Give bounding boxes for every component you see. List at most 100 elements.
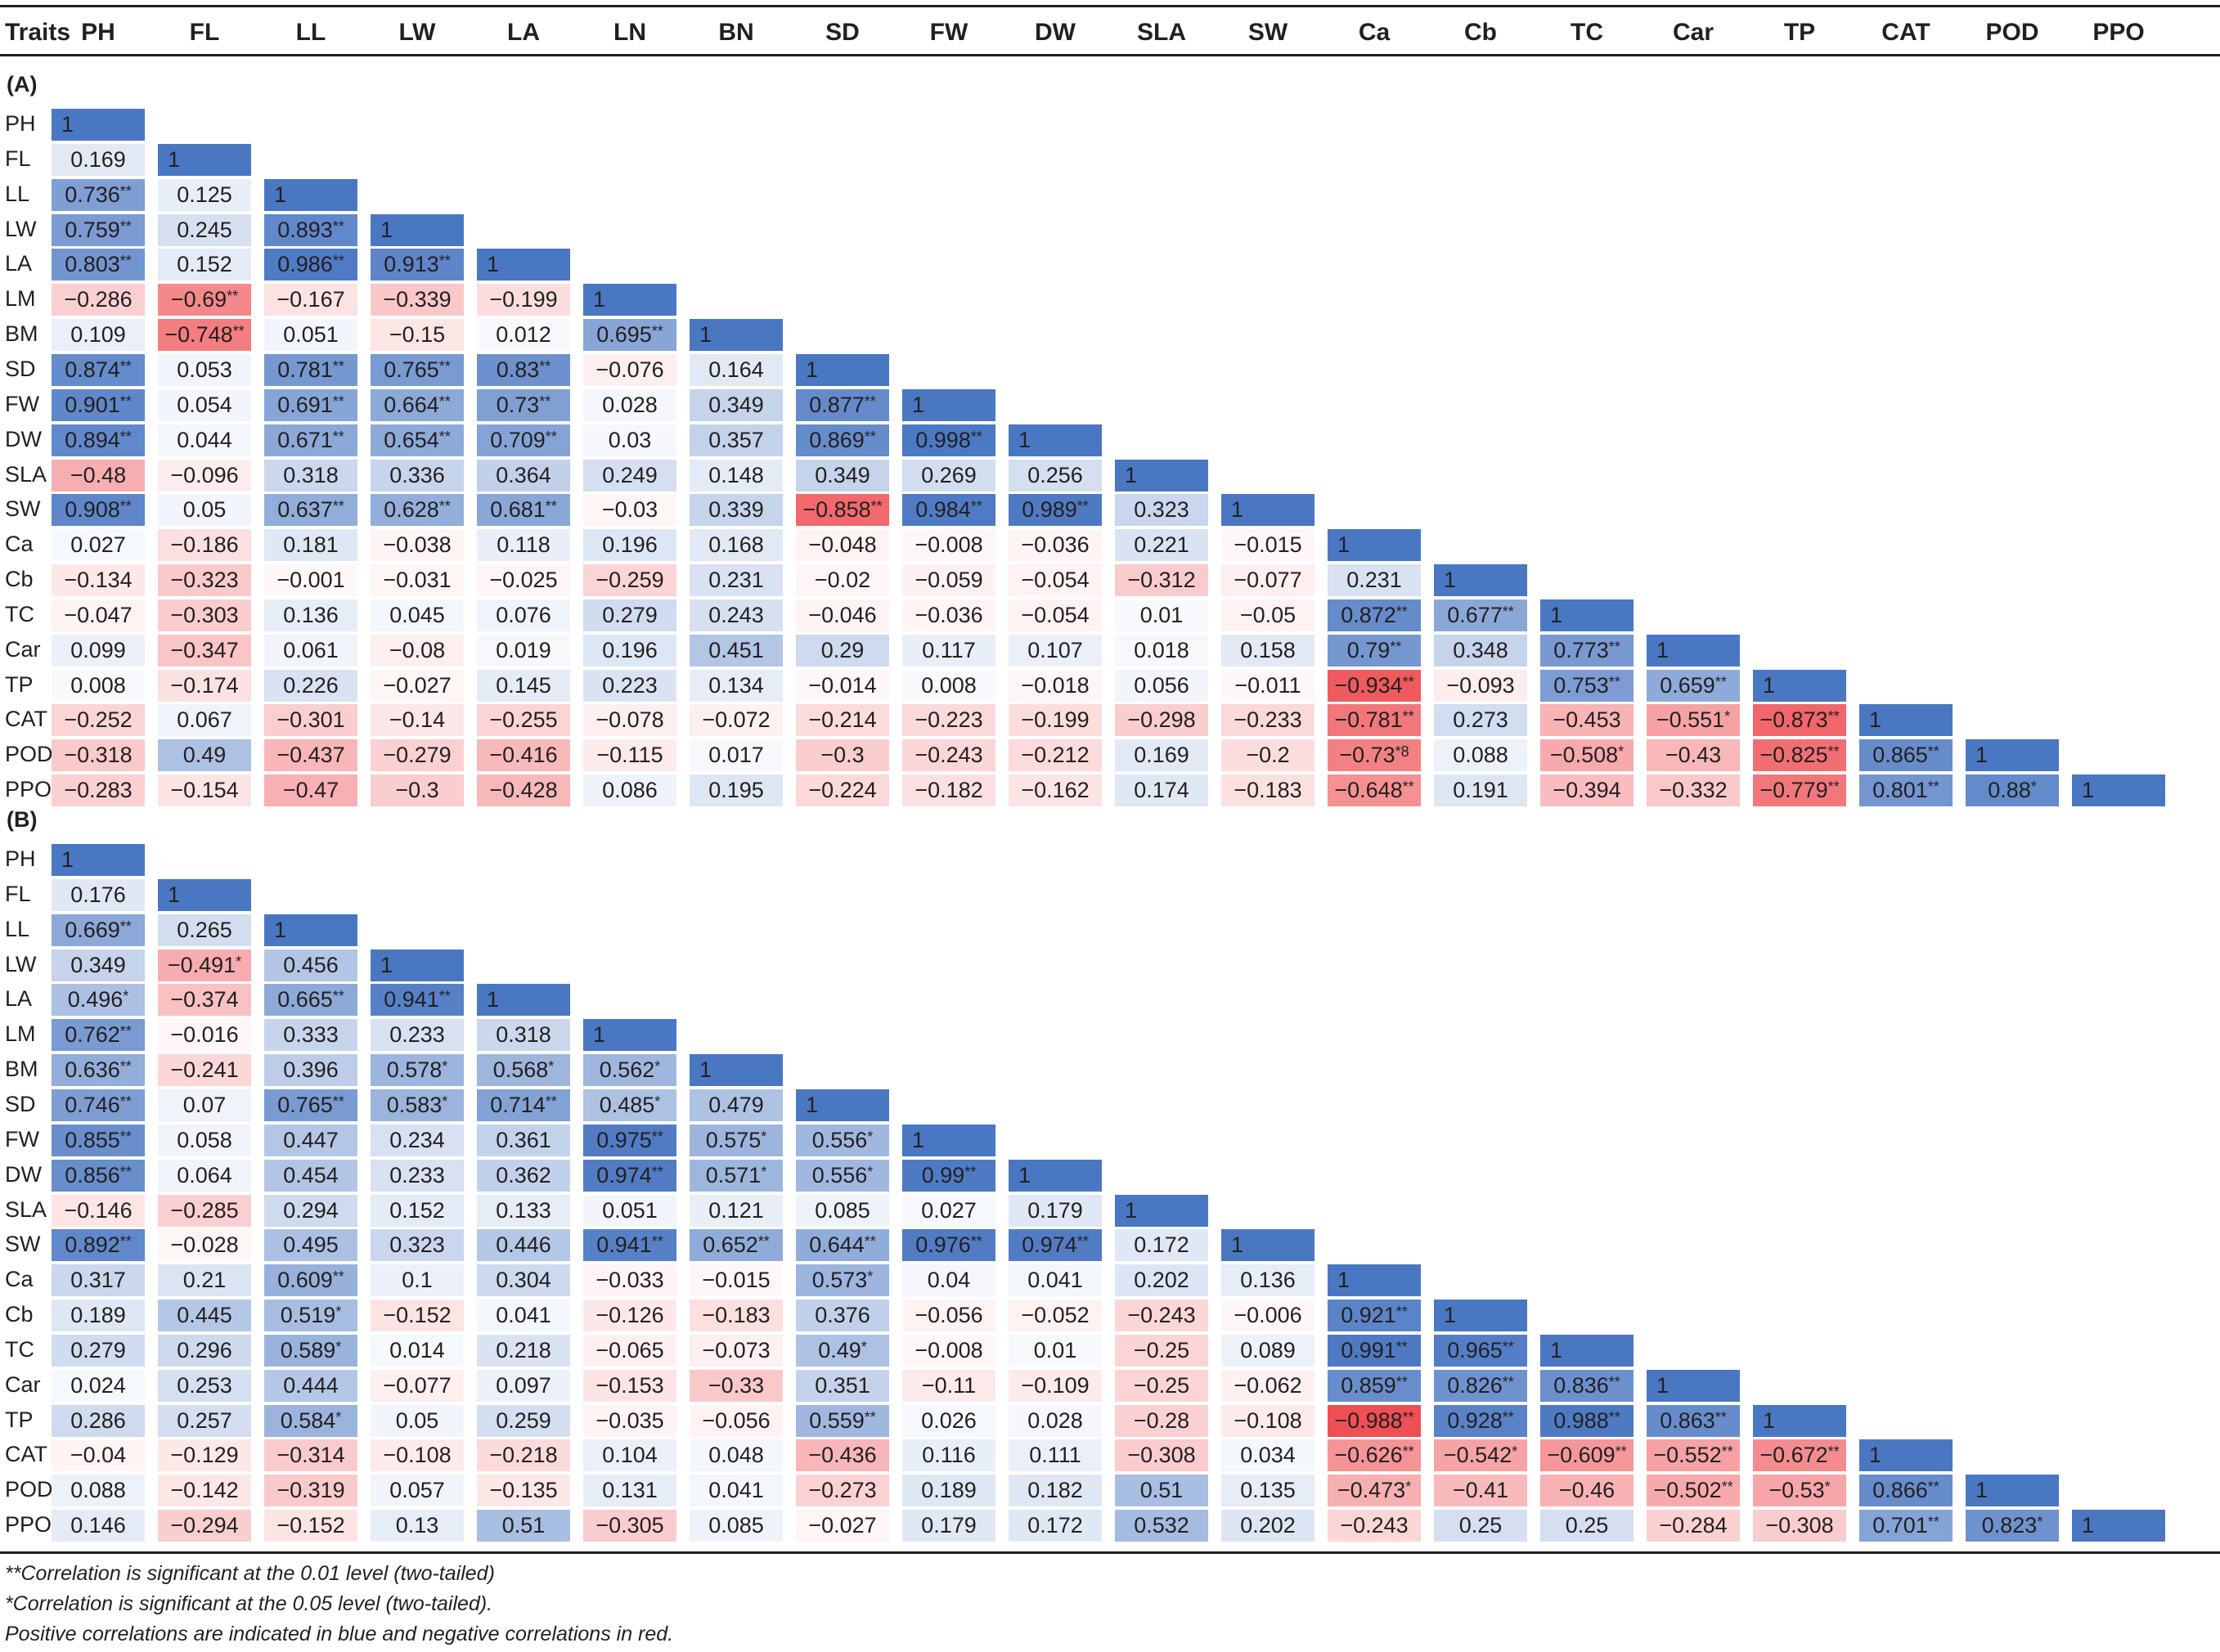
correlation-cell: 0.176 — [52, 878, 145, 911]
correlation-cell: 0.637** — [264, 494, 357, 527]
correlation-cell: 0.158 — [1221, 634, 1314, 667]
correlation-cell: −0.279 — [371, 739, 464, 772]
row-label-ca: Ca — [5, 1267, 34, 1292]
correlation-cell: −0.072 — [690, 704, 783, 737]
correlation-cell: 1 — [1647, 1369, 1740, 1402]
correlation-cell: 0.83** — [477, 353, 570, 386]
correlation-cell: 0.146 — [52, 1510, 145, 1542]
row-label-lm: LM — [5, 286, 36, 312]
correlation-cell: −0.609** — [1540, 1439, 1634, 1472]
correlation-cell: −0.153 — [583, 1369, 676, 1402]
correlation-cell: 0.279 — [583, 599, 676, 631]
correlation-cell: −0.11 — [902, 1369, 995, 1402]
row-label-bm: BM — [5, 321, 38, 347]
correlation-cell: −0.033 — [583, 1264, 676, 1297]
correlation-cell: 0.859** — [1328, 1369, 1421, 1402]
row-label-fl: FL — [5, 881, 31, 906]
correlation-cell: 1 — [583, 1019, 676, 1052]
correlation-cell: 0.182 — [1009, 1475, 1102, 1507]
row-label-ppo: PPO — [5, 777, 52, 802]
row-label-cb: Cb — [5, 567, 34, 592]
correlation-cell: 0.589* — [264, 1334, 357, 1367]
correlation-cell: 0.234 — [371, 1124, 464, 1156]
correlation-cell: −0.33 — [690, 1369, 783, 1402]
header-col-ll: LL — [295, 19, 326, 46]
header-col-fl: FL — [189, 19, 220, 46]
correlation-cell: 0.691** — [264, 388, 357, 421]
correlation-cell: −0.046 — [796, 599, 889, 631]
header-col-dw: DW — [1035, 19, 1076, 46]
correlation-cell: 0.045 — [371, 599, 464, 631]
correlation-cell: 0.941** — [371, 984, 464, 1017]
correlation-cell: −0.305 — [583, 1510, 676, 1542]
correlation-cell: 0.348 — [1434, 634, 1527, 667]
correlation-cell: 0.654** — [371, 424, 464, 456]
correlation-cell: 0.575* — [690, 1124, 783, 1156]
correlation-cell: 0.111 — [1009, 1439, 1102, 1472]
correlation-cell: −0.28 — [1115, 1404, 1208, 1437]
section-label: (B) — [7, 807, 38, 832]
table-top-rule — [0, 5, 2220, 7]
correlation-cell: 0.296 — [158, 1334, 251, 1367]
header-col-sd: SD — [825, 19, 860, 46]
correlation-cell: 0.349 — [690, 388, 783, 421]
correlation-cell: −0.25 — [1115, 1334, 1208, 1367]
correlation-cell: 1 — [1434, 564, 1527, 597]
correlation-cell: 0.709** — [477, 424, 570, 456]
row-label-lw: LW — [5, 951, 37, 976]
correlation-cell: −0.41 — [1434, 1475, 1527, 1507]
correlation-cell: −0.294 — [158, 1510, 251, 1542]
correlation-cell: 1 — [1009, 1159, 1102, 1192]
correlation-cell: −0.552** — [1647, 1439, 1740, 1472]
correlation-cell: 1 — [2072, 1510, 2165, 1542]
correlation-cell: 1 — [1115, 459, 1208, 492]
correlation-cell: 0.364 — [477, 459, 570, 492]
row-label-pod: POD — [5, 1477, 53, 1502]
header-col-bn: BN — [718, 19, 754, 46]
correlation-cell: 0.571* — [690, 1159, 783, 1192]
correlation-cell: 0.134 — [690, 669, 783, 702]
correlation-cell: 0.671** — [264, 424, 357, 456]
correlation-cell: 0.866** — [1859, 1475, 1953, 1507]
correlation-cell: −0.223 — [902, 704, 995, 737]
correlation-cell: 0.644** — [796, 1229, 889, 1262]
correlation-cell: 0.041 — [690, 1475, 783, 1507]
correlation-cell: 0.231 — [1328, 564, 1421, 597]
correlation-cell: 0.333 — [264, 1019, 357, 1052]
correlation-cell: −0.076 — [583, 353, 676, 386]
correlation-cell: 0.855** — [52, 1124, 145, 1156]
correlation-cell: 0.07 — [158, 1089, 251, 1121]
correlation-cell: −0.02 — [796, 564, 889, 597]
row-label-car: Car — [5, 1371, 41, 1397]
correlation-cell: 0.323 — [1115, 494, 1208, 527]
correlation-cell: −0.15 — [371, 319, 464, 352]
correlation-cell: 0.273 — [1434, 704, 1527, 737]
correlation-cell: −0.233 — [1221, 704, 1314, 737]
correlation-cell: −0.146 — [52, 1194, 145, 1227]
correlation-cell: 0.762** — [52, 1019, 145, 1052]
correlation-cell: 0.913** — [371, 249, 464, 281]
correlation-cell: 0.218 — [477, 1334, 570, 1367]
correlation-cell: −0.015 — [1221, 529, 1314, 562]
correlation-cell: −0.47 — [264, 774, 357, 807]
correlation-cell: 0.454 — [264, 1159, 357, 1192]
correlation-cell: 0.986** — [264, 249, 357, 281]
correlation-cell: 1 — [52, 109, 145, 141]
correlation-cell: 0.279 — [52, 1334, 145, 1367]
correlation-cell: 0.991** — [1328, 1334, 1421, 1367]
correlation-cell: −0.314 — [264, 1439, 357, 1472]
row-label-tp: TP — [5, 1407, 34, 1432]
row-label-car: Car — [5, 636, 41, 662]
correlation-cell: 0.051 — [583, 1194, 676, 1227]
correlation-cell: 0.169 — [52, 143, 145, 176]
correlation-cell: −0.825** — [1753, 739, 1846, 772]
correlation-cell: −0.108 — [371, 1439, 464, 1472]
header-col-tp: TP — [1783, 19, 1816, 46]
correlation-cell: −0.093 — [1434, 669, 1527, 702]
correlation-cell: −0.038 — [371, 529, 464, 562]
correlation-cell: 0.116 — [902, 1439, 995, 1472]
correlation-cell: 0.357 — [690, 424, 783, 456]
correlation-cell: 0.249 — [583, 459, 676, 492]
correlation-cell: 0.05 — [371, 1404, 464, 1437]
correlation-cell: −0.873** — [1753, 704, 1846, 737]
